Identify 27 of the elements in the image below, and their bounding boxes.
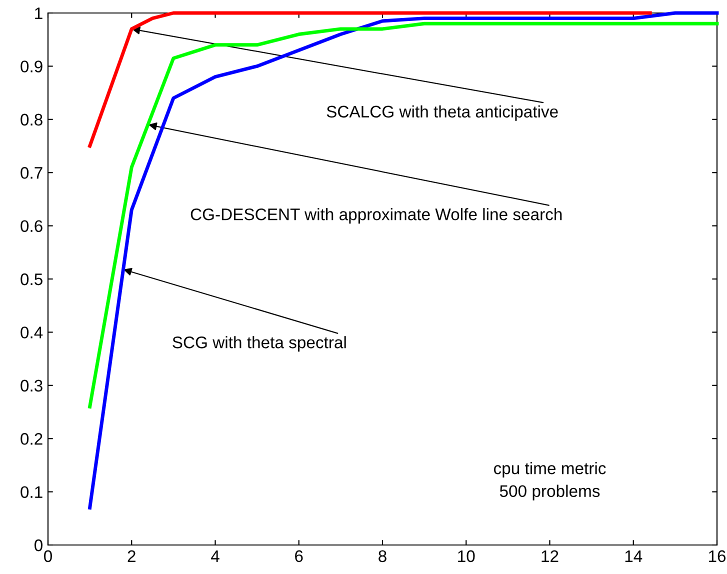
x-tick-label: 10 [458, 550, 475, 562]
annotation: CG-DESCENT with approximate Wolfe line search [190, 208, 562, 224]
annotation: SCG with theta spectral [172, 336, 346, 352]
line-series [88, 22, 719, 408]
y-tick-label: 0 [34, 539, 42, 552]
x-tick-label: 16 [709, 550, 726, 562]
line-series [88, 11, 719, 510]
x-tick-label: 8 [378, 550, 386, 562]
line-series [88, 11, 652, 148]
x-tick-label: 14 [625, 550, 642, 562]
y-tick-label: 0.7 [20, 167, 42, 179]
x-tick-label: 12 [542, 550, 558, 562]
y-tick-label: 0.1 [20, 486, 42, 498]
y-tick-label: 0.4 [20, 326, 43, 338]
y-tick-label: 0.8 [20, 114, 42, 126]
y-tick-label: 0.5 [20, 273, 42, 286]
x-tick-label: 6 [295, 550, 303, 562]
x-tick-label: 0 [44, 550, 52, 562]
x-tick-label: 4 [211, 550, 220, 562]
annotation: SCALCG with theta anticipative [326, 105, 558, 121]
y-tick-label: 0.9 [20, 60, 42, 72]
y-tick-label: 1 [35, 8, 42, 20]
x-tick-label: 2 [128, 550, 136, 562]
y-tick-label: 0.2 [20, 433, 42, 445]
y-tick-label: 0.3 [20, 380, 42, 392]
annotation: cpu time metric 500 problems [494, 462, 606, 500]
y-tick-label: 0.6 [20, 220, 42, 232]
